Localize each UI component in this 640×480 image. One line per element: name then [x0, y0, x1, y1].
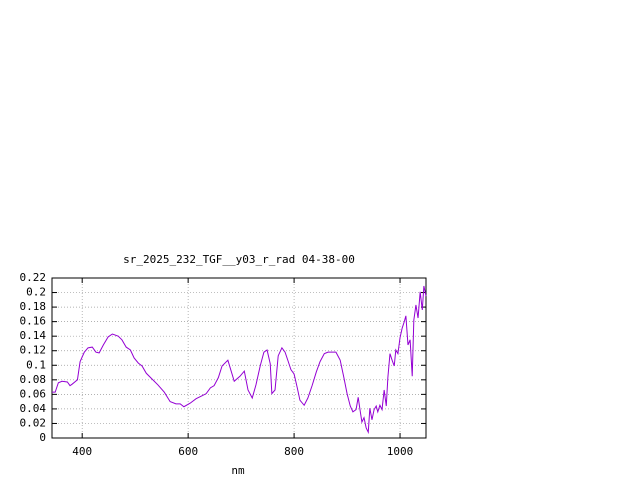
data-line: [52, 285, 427, 435]
chart-title: sr_2025_232_TGF__y03_r_rad 04-38-00: [123, 253, 355, 266]
y-tick-label: 0.1: [26, 358, 46, 371]
y-tick-label: 0.14: [20, 329, 47, 342]
y-tick-label: 0: [39, 431, 46, 444]
x-axis-label: nm: [231, 464, 245, 477]
y-tick-label: 0.12: [20, 344, 47, 357]
y-tick-label: 0.22: [20, 271, 47, 284]
x-tick-label: 1000: [387, 445, 414, 458]
y-tick-label: 0.08: [20, 373, 47, 386]
x-tick-label: 400: [72, 445, 92, 458]
y-tick-label: 0.18: [20, 300, 47, 313]
x-tick-label: 600: [178, 445, 198, 458]
y-tick-label: 0.02: [20, 416, 47, 429]
y-tick-label: 0.06: [20, 387, 47, 400]
y-tick-label: 0.04: [20, 402, 47, 415]
y-tick-label: 0.16: [20, 315, 47, 328]
x-tick-label: 800: [284, 445, 304, 458]
plot-border: [51, 277, 427, 439]
y-tick-label: 0.2: [26, 286, 46, 299]
